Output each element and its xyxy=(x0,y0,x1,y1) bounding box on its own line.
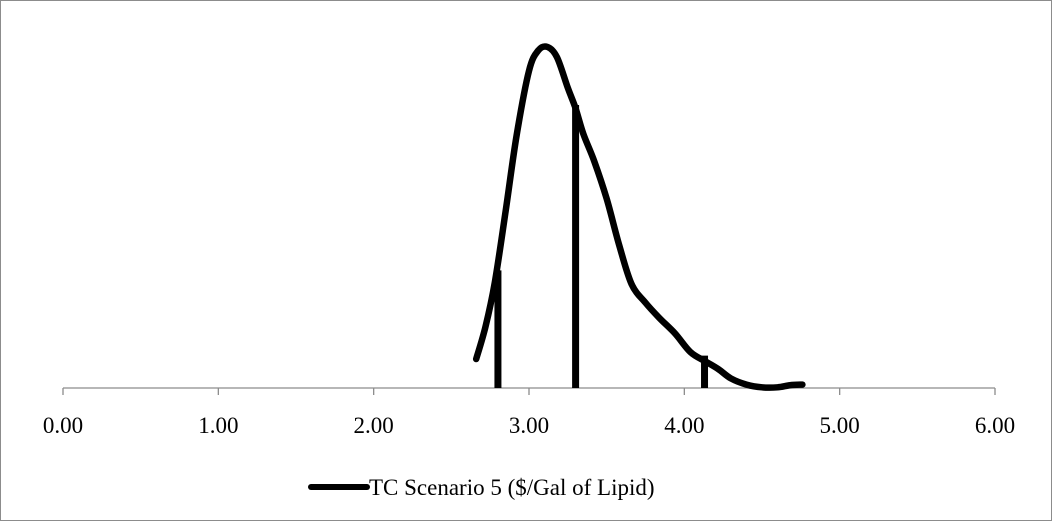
x-tick-label: 3.00 xyxy=(509,413,549,438)
legend-label: TC Scenario 5 ($/Gal of Lipid) xyxy=(369,475,655,500)
x-tick-label: 6.00 xyxy=(975,413,1015,438)
legend: TC Scenario 5 ($/Gal of Lipid) xyxy=(308,475,655,500)
x-tick-labels: 0.00 1.00 2.00 3.00 4.00 5.00 6.00 xyxy=(43,413,1015,438)
x-axis xyxy=(62,387,996,395)
x-tick-label: 0.00 xyxy=(43,413,83,438)
marker-lines xyxy=(494,104,709,388)
series-line xyxy=(472,43,806,391)
x-tick-label: 2.00 xyxy=(354,413,394,438)
x-tick-label: 1.00 xyxy=(198,413,238,438)
x-tick-label: 5.00 xyxy=(820,413,860,438)
x-tick-label: 4.00 xyxy=(664,413,704,438)
series-group xyxy=(472,43,806,391)
